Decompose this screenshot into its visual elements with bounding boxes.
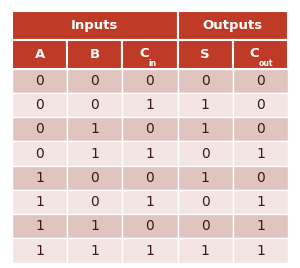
Text: 1: 1 (146, 244, 154, 258)
Bar (67, 117, 122, 142)
Text: 0: 0 (146, 122, 154, 136)
Bar (122, 40, 178, 69)
Text: 1: 1 (201, 122, 210, 136)
Bar (67, 93, 122, 117)
Text: C: C (139, 47, 148, 60)
Text: 0: 0 (90, 171, 99, 185)
Text: 0: 0 (146, 74, 154, 88)
Bar (122, 190, 178, 214)
Text: 0: 0 (256, 74, 265, 88)
Text: 1: 1 (201, 98, 210, 112)
Bar (233, 117, 288, 142)
Text: 1: 1 (256, 244, 265, 258)
Bar (12, 142, 67, 166)
Text: 1: 1 (201, 244, 210, 258)
Bar (233, 142, 288, 166)
Bar (233, 69, 288, 93)
Text: A: A (34, 48, 45, 61)
Text: 1: 1 (146, 147, 154, 161)
Bar (122, 142, 178, 166)
Bar (178, 239, 233, 263)
Bar (233, 190, 288, 214)
Bar (233, 239, 288, 263)
Bar (178, 142, 233, 166)
Bar (122, 69, 178, 93)
Text: S: S (200, 48, 210, 61)
Bar (122, 214, 178, 239)
Text: 0: 0 (90, 74, 99, 88)
Text: 1: 1 (35, 171, 44, 185)
Text: Inputs: Inputs (71, 19, 118, 32)
Text: out: out (259, 59, 273, 68)
Text: 0: 0 (146, 171, 154, 185)
Text: 1: 1 (146, 195, 154, 209)
Text: 1: 1 (90, 122, 99, 136)
Bar (233, 40, 288, 69)
Bar (12, 69, 67, 93)
Bar (12, 40, 67, 69)
Bar (67, 69, 122, 93)
Text: 1: 1 (35, 244, 44, 258)
Bar (67, 239, 122, 263)
Bar (233, 166, 288, 190)
Bar (12, 239, 67, 263)
Text: 0: 0 (201, 74, 210, 88)
Bar (122, 239, 178, 263)
Bar (67, 190, 122, 214)
Text: 0: 0 (256, 98, 265, 112)
Text: 0: 0 (201, 147, 210, 161)
Text: 1: 1 (256, 219, 265, 233)
Text: 1: 1 (35, 195, 44, 209)
Text: 0: 0 (256, 171, 265, 185)
Text: 1: 1 (146, 98, 154, 112)
Bar (67, 166, 122, 190)
Text: B: B (90, 48, 100, 61)
Text: 1: 1 (35, 219, 44, 233)
Bar (233, 214, 288, 239)
Bar (233, 93, 288, 117)
Text: 1: 1 (90, 147, 99, 161)
Bar (178, 69, 233, 93)
Bar (178, 166, 233, 190)
Text: 1: 1 (201, 171, 210, 185)
Text: 0: 0 (146, 219, 154, 233)
Bar (178, 190, 233, 214)
Bar (12, 117, 67, 142)
Bar (122, 166, 178, 190)
Bar (12, 190, 67, 214)
Bar (12, 11, 178, 40)
Bar (178, 117, 233, 142)
Text: 0: 0 (256, 122, 265, 136)
Bar (67, 214, 122, 239)
Bar (178, 40, 233, 69)
Text: in: in (148, 59, 157, 68)
Bar (178, 214, 233, 239)
Text: Outputs: Outputs (203, 19, 263, 32)
Bar (178, 93, 233, 117)
Text: 1: 1 (90, 244, 99, 258)
Text: 1: 1 (256, 195, 265, 209)
Bar (178, 11, 288, 40)
Text: 0: 0 (90, 98, 99, 112)
Text: 0: 0 (35, 122, 44, 136)
Bar (122, 93, 178, 117)
Bar (67, 40, 122, 69)
Text: 0: 0 (90, 195, 99, 209)
Text: 0: 0 (35, 147, 44, 161)
Bar (12, 214, 67, 239)
Text: 0: 0 (35, 98, 44, 112)
Text: 0: 0 (35, 74, 44, 88)
Text: 0: 0 (201, 219, 210, 233)
Bar (12, 166, 67, 190)
Bar (67, 142, 122, 166)
Text: 0: 0 (201, 195, 210, 209)
Bar (122, 117, 178, 142)
Text: 1: 1 (90, 219, 99, 233)
Text: C: C (249, 47, 259, 60)
Text: 1: 1 (256, 147, 265, 161)
Bar (12, 93, 67, 117)
